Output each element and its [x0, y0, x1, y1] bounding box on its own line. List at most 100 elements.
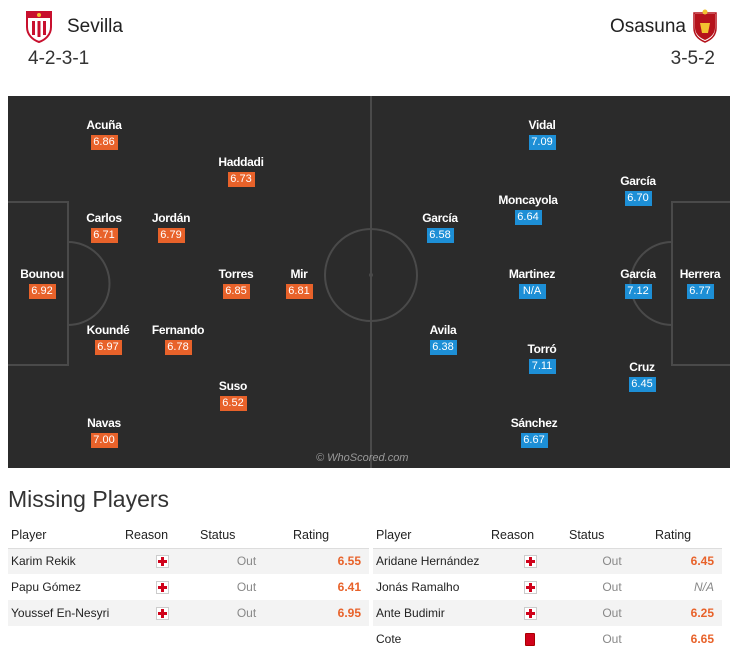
away-team-name[interactable]: Osasuna: [609, 16, 686, 37]
player-name: Torres: [218, 267, 254, 281]
table-row: Jonás Ramalho Out N/A: [373, 574, 722, 600]
player-link[interactable]: Cote: [376, 632, 402, 646]
table-row: Youssef En-Nesyri Out 6.95: [8, 600, 369, 626]
player-name: Cruz: [629, 360, 655, 374]
missing-players-title: Missing Players: [8, 486, 170, 512]
pitch: Bounou 6.92 Acuña 6.86 Carlos 6.71 Koundé 6.…: [8, 96, 730, 468]
player-name: Acuña: [86, 118, 122, 132]
player-link[interactable]: Papu Gómez: [11, 580, 82, 594]
player-name: Suso: [218, 379, 248, 393]
home-player-st[interactable]: Mir 6.81: [264, 267, 334, 299]
away-player-lwb[interactable]: Sánchez 6.67: [499, 416, 569, 448]
red-card-icon: [525, 633, 535, 647]
player-rating: 6.97: [94, 340, 122, 355]
player-name: Mir: [290, 267, 308, 281]
player-rating: 6.78: [164, 340, 192, 355]
injury-icon: [156, 607, 169, 621]
status: Out: [602, 632, 622, 646]
home-formation: 4-2-3-1: [28, 48, 90, 69]
player-rating: 6.38: [429, 340, 457, 355]
injury-icon: [523, 555, 537, 569]
player-rating: 6.52: [219, 396, 247, 411]
player-name: García: [620, 267, 656, 281]
pitch-markings: [8, 96, 730, 468]
player-rating: 6.45: [628, 377, 656, 392]
player-name: García: [422, 211, 458, 225]
rating: 6.95: [293, 600, 369, 626]
rating: 6.45: [655, 548, 722, 574]
col-player: Player: [8, 522, 125, 549]
table-row: Cote Out 6.65: [373, 626, 722, 652]
status: Out: [569, 548, 655, 574]
player-link[interactable]: Youssef En-Nesyri: [8, 600, 125, 626]
away-player-lst[interactable]: Avila 6.38: [408, 323, 478, 355]
away-player-rcb[interactable]: García 6.70: [603, 174, 673, 206]
rating: 6.25: [655, 600, 722, 626]
status: Out: [200, 600, 293, 626]
player-rating: 6.73: [227, 172, 255, 187]
away-player-cb[interactable]: García 7.12: [603, 267, 673, 299]
table-row: Ante Budimir Out 6.25: [373, 600, 722, 626]
col-rating: Rating: [655, 522, 722, 549]
home-player-cam[interactable]: Torres 6.85: [201, 267, 271, 299]
osasuna-crest-icon: [693, 9, 717, 43]
col-reason: Reason: [491, 522, 569, 549]
away-player-cm[interactable]: Martinez N/A: [497, 267, 567, 299]
player-name: Koundé: [86, 323, 130, 337]
home-player-ram[interactable]: Suso 6.52: [198, 379, 268, 411]
home-team-name[interactable]: Sevilla: [67, 16, 123, 37]
player-rating: 7.11: [528, 359, 556, 374]
away-player-lcm[interactable]: Torró 7.11: [507, 342, 577, 374]
table-row: Karim Rekik Out 6.55: [8, 548, 369, 574]
status: Out: [236, 580, 257, 594]
player-rating: 6.81: [285, 284, 313, 299]
home-player-ldm[interactable]: Jordán 6.79: [136, 211, 206, 243]
home-player-lcb[interactable]: Carlos 6.71: [69, 211, 139, 243]
player-name: Vidal: [528, 118, 556, 132]
away-player-lcb[interactable]: Cruz 6.45: [607, 360, 677, 392]
player-name: Sánchez: [510, 416, 558, 430]
injury-icon: [523, 581, 537, 595]
player-name: García: [620, 174, 656, 188]
away-player-rst[interactable]: García 6.58: [405, 211, 475, 243]
player-rating: 6.58: [426, 228, 454, 243]
col-status: Status: [200, 522, 293, 549]
player-rating: 6.64: [514, 210, 542, 225]
away-player-rcm[interactable]: Moncayola 6.64: [493, 193, 563, 225]
injury-icon: [156, 581, 169, 595]
table-row: Aridane Hernández Out 6.45: [373, 548, 722, 574]
away-formation: 3-5-2: [670, 48, 715, 69]
table-row: Papu Gómez Out 6.41: [8, 574, 369, 600]
status: Out: [569, 600, 655, 626]
home-player-rcb[interactable]: Koundé 6.97: [73, 323, 143, 355]
player-name: Bounou: [20, 267, 64, 281]
player-name: Martinez: [508, 267, 556, 281]
player-rating: 6.77: [686, 284, 714, 299]
player-rating: 6.70: [624, 191, 652, 206]
player-name: Jordán: [151, 211, 191, 225]
home-player-lam[interactable]: Haddadi 6.73: [206, 155, 276, 187]
status: Out: [602, 580, 622, 594]
home-player-rdm[interactable]: Fernando 6.78: [143, 323, 213, 355]
player-link[interactable]: Jonás Ramalho: [376, 580, 460, 594]
player-rating: 6.92: [28, 284, 56, 299]
player-name: Haddadi: [218, 155, 264, 169]
home-player-lb[interactable]: Acuña 6.86: [69, 118, 139, 150]
player-rating: 6.86: [90, 135, 118, 150]
player-name: Herrera: [679, 267, 721, 281]
rating: N/A: [693, 580, 714, 594]
sevilla-crest-icon: [26, 11, 52, 43]
player-name: Torró: [527, 342, 557, 356]
player-name: Avila: [429, 323, 457, 337]
player-link[interactable]: Aridane Hernández: [373, 548, 491, 574]
home-player-rb[interactable]: Navas 7.00: [69, 416, 139, 448]
player-rating: 6.71: [90, 228, 118, 243]
away-player-gk[interactable]: Herrera 6.77: [665, 267, 730, 299]
player-rating: 7.09: [528, 135, 556, 150]
player-link[interactable]: Karim Rekik: [8, 548, 125, 574]
home-player-gk[interactable]: Bounou 6.92: [8, 267, 77, 299]
away-player-rwb[interactable]: Vidal 7.09: [507, 118, 577, 150]
rating: 6.41: [337, 580, 361, 594]
rating: 6.55: [293, 548, 369, 574]
player-link[interactable]: Ante Budimir: [373, 600, 491, 626]
